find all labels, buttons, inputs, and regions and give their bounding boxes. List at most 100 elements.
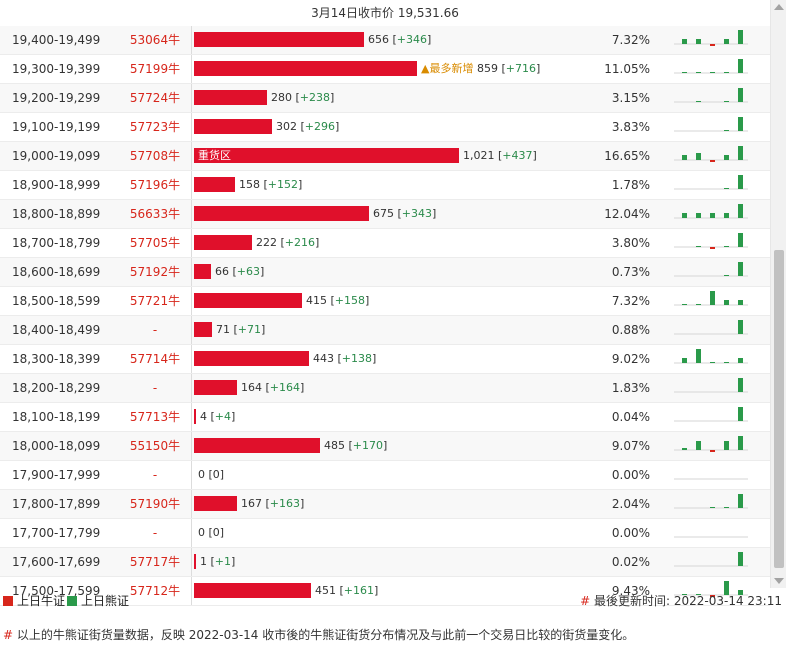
price-range: 19,400-19,499 [12,33,101,47]
volume-bar-cell: 4 [+4] [191,403,602,431]
volume-bar-cell: 0 [0] [191,461,602,489]
volume-label: 1,021 [+437] [463,149,537,162]
share-percent: 9.07% [611,439,650,453]
sparkline-bar [682,155,687,160]
sparkline-bar [724,246,729,247]
volume-label: 167 [+163] [241,497,305,510]
volume-count: 4 [200,410,207,423]
share-percent: 1.78% [611,178,650,192]
trend-sparkline [674,581,748,597]
scroll-down-icon[interactable] [774,578,784,584]
sparkline-bar [738,590,743,595]
sparkline-bar [696,72,701,73]
sparkline-bar [738,320,743,334]
sparkline-bar [738,494,743,508]
volume-bar [194,32,364,47]
volume-label: 0 [0] [198,526,225,539]
sparkline-bar [696,101,701,102]
volume-count: 859 [476,62,498,75]
table-row: 18,900-18,999 57196牛 158 [+152] 1.78% [0,171,770,200]
volume-count: 280 [271,91,292,104]
price-range: 18,300-18,399 [12,352,101,366]
hash-icon: # [3,628,14,642]
table-row: 19,200-19,299 57724牛 280 [+238] 3.15% [0,84,770,113]
legend-bull: 上日牛证 [3,590,65,612]
share-percent: 0.00% [611,526,650,540]
table-row: 17,500-17,599 57712牛 451 [+161] 9.43% [0,577,770,606]
volume-count: 1 [200,555,207,568]
volume-change: +161 [343,584,375,597]
warrant-code[interactable]: 56633牛 [129,207,181,221]
volume-label: 4 [+4] [200,410,236,423]
warrant-code[interactable]: 57712牛 [129,584,181,598]
last-updated: # 最後更新时间: 2022-03-14 23:11 [580,590,782,612]
share-percent: 9.43% [611,584,650,598]
sparkline-bar [696,153,701,160]
warrant-code[interactable]: 53064牛 [129,33,181,47]
volume-bar [194,380,237,395]
volume-label: ▲最多新增 859 [+716] [421,62,541,75]
volume-count: 656 [368,33,389,46]
share-percent: 1.83% [611,381,650,395]
warrant-code: - [152,323,158,337]
warrant-code[interactable]: 57192牛 [129,265,181,279]
sparkline-bar [696,441,701,450]
warrant-code[interactable]: 57705牛 [129,236,181,250]
share-percent: 3.83% [611,120,650,134]
scrollbar[interactable] [770,0,786,588]
volume-label: 451 [+161] [315,584,379,597]
warrant-code[interactable]: 57721牛 [129,294,181,308]
table-row: 19,100-19,199 57723牛 302 [+296] 3.83% [0,113,770,142]
volume-change: +296 [304,120,336,133]
price-range: 18,100-18,199 [12,410,101,424]
sparkline-bar [738,300,743,305]
volume-count: 0 [198,468,205,481]
volume-bar [194,235,252,250]
warrant-code[interactable]: 57196牛 [129,178,181,192]
warrant-code[interactable]: 57708牛 [129,149,181,163]
sparkline-bar [724,213,729,218]
warrant-code[interactable]: 57713牛 [129,410,181,424]
trend-sparkline [674,175,748,190]
sparkline-bar [682,213,687,218]
volume-bar-cell: 158 [+152] [191,171,602,199]
warrant-code[interactable]: 57199牛 [129,62,181,76]
sparkline-bar [710,44,715,46]
sparkline-bar [696,349,701,363]
sparkline-bar [724,581,729,595]
sparkline-bar [724,441,729,450]
share-percent: 11.05% [604,62,650,76]
scroll-up-icon[interactable] [774,4,784,10]
share-percent: 16.65% [604,149,650,163]
volume-count: 451 [315,584,336,597]
scrollbar-thumb[interactable] [774,250,784,568]
sparkline-bar [724,188,729,189]
warrant-code[interactable]: 55150牛 [129,439,181,453]
sparkline-bar [724,130,729,131]
trend-sparkline [674,494,748,509]
warrant-code[interactable]: 57190牛 [129,497,181,511]
sparkline-bar [682,358,687,363]
warrant-code[interactable]: 57717牛 [129,555,181,569]
trend-sparkline [674,536,748,538]
sparkline-bar [710,213,715,218]
volume-bar-cell: 222 [+216] [191,229,602,257]
price-range: 18,000-18,099 [12,439,101,453]
sparkline-bar [710,72,715,73]
table-row: 19,000-19,099 57708牛 重货区 1,021 [+437] 16.65% [0,142,770,171]
volume-bar [194,438,320,453]
trend-sparkline [674,378,748,393]
warrant-code[interactable]: 57714牛 [129,352,181,366]
volume-change: +238 [299,91,331,104]
table-row: 18,000-18,099 55150牛 485 [+170] 9.07% [0,432,770,461]
warrant-code[interactable]: 57723牛 [129,120,181,134]
hash-icon: # [580,594,591,608]
volume-count: 71 [216,323,230,336]
volume-bar-cell: 485 [+170] [191,432,602,460]
sparkline-bar [710,595,715,597]
warrant-code[interactable]: 57724牛 [129,91,181,105]
volume-label: 280 [+238] [271,91,335,104]
table-row: 17,800-17,899 57190牛 167 [+163] 2.04% [0,490,770,519]
volume-count: 1,021 [463,149,495,162]
legend-bull-label: 上日牛证 [17,594,66,608]
